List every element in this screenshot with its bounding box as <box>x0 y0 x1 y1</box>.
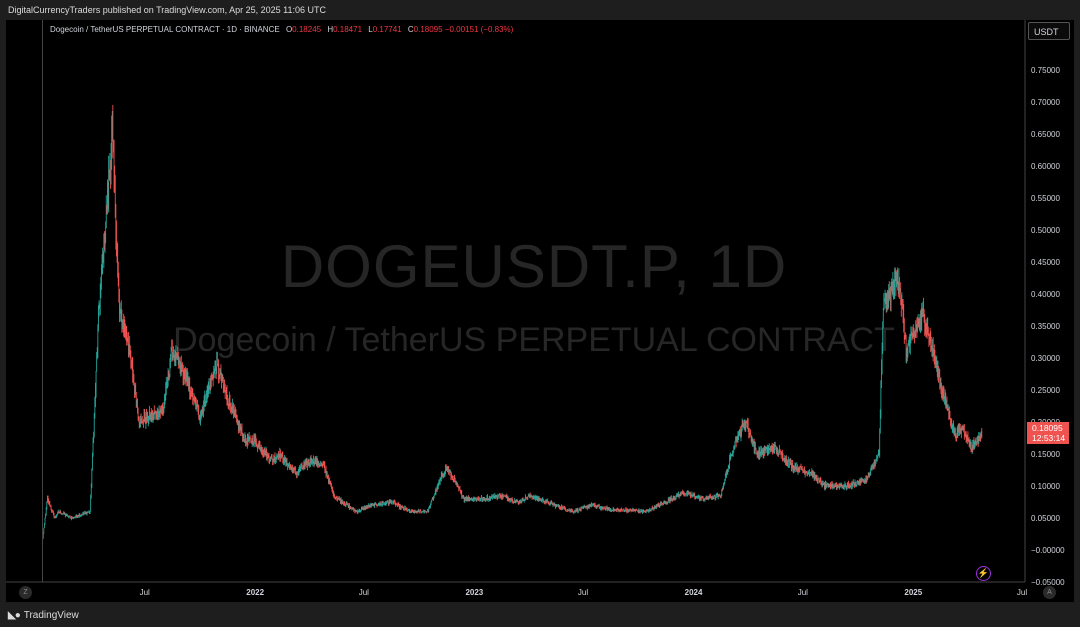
price-tick-label: 0.75000 <box>1031 66 1060 75</box>
price-tick-label: 0.65000 <box>1031 130 1060 139</box>
time-tick-label: Jul <box>359 588 369 597</box>
time-axis: Jul 2022 Jul 2023 Jul 2024 Jul 2025 Jul <box>140 588 1028 597</box>
price-tick-label: 0.70000 <box>1031 98 1060 107</box>
price-tick-label: −0.00000 <box>1031 546 1065 555</box>
price-tick-label: −0.05000 <box>1031 578 1065 587</box>
watermark-symbol: DOGEUSDT.P, 1D <box>280 233 788 300</box>
time-tick-label: Jul <box>798 588 808 597</box>
legend-high-label: H <box>327 25 334 34</box>
price-tick-label: 0.35000 <box>1031 322 1060 331</box>
last-price-value: 0.18095 <box>1032 423 1063 433</box>
watermark-description: Dogecoin / TetherUS PERPETUAL CONTRACT <box>173 321 895 359</box>
legend-change: −0.00151 (−0.83%) <box>444 25 514 34</box>
price-tick-label: 0.60000 <box>1031 162 1060 171</box>
legend-open-value: 0.18245 <box>292 25 322 34</box>
zoom-reset-button[interactable]: Z <box>19 586 32 599</box>
legend-low-value: 0.17741 <box>372 25 402 34</box>
time-tick-label: 2024 <box>685 588 703 597</box>
time-tick-label: 2023 <box>465 588 483 597</box>
tradingview-logo-icon: ◣● <box>8 610 21 621</box>
last-price-tag: 0.18095 12:53:14 <box>1027 422 1069 444</box>
price-tick-label: 0.05000 <box>1031 514 1060 523</box>
price-tick-label: 0.25000 <box>1031 386 1060 395</box>
time-tick-label: 2022 <box>246 588 264 597</box>
time-tick-label: Jul <box>140 588 150 597</box>
price-axis: −0.05000 −0.00000 0.05000 0.10000 0.15000 0.2… <box>1031 66 1065 587</box>
price-tick-label: 0.50000 <box>1031 226 1060 235</box>
tradingview-brand: TradingView <box>23 610 79 621</box>
currency-unit-button[interactable]: USDT <box>1028 22 1070 40</box>
candlestick-series <box>41 104 983 544</box>
legend-high-value: 0.18471 <box>333 25 363 34</box>
chart-panel[interactable] <box>6 20 1074 602</box>
legend-symbol: Dogecoin / TetherUS PERPETUAL CONTRACT ·… <box>50 25 280 34</box>
price-tick-label: 0.55000 <box>1031 194 1060 203</box>
publish-header: DigitalCurrencyTraders published on Trad… <box>0 0 1080 20</box>
legend-low-label: L <box>368 25 373 34</box>
price-tick-label: 0.40000 <box>1031 290 1060 299</box>
lightning-icon[interactable]: ⚡ <box>976 566 991 581</box>
bar-countdown: 12:53:14 <box>1032 433 1066 443</box>
time-tick-label: 2025 <box>904 588 922 597</box>
tradingview-logo: ◣● TradingView <box>8 610 79 621</box>
symbol-legend: Dogecoin / TetherUS PERPETUAL CONTRACT ·… <box>50 22 513 38</box>
legend-close-value: 0.18095 <box>413 25 443 34</box>
price-tick-label: 0.10000 <box>1031 482 1060 491</box>
time-tick-label: Jul <box>578 588 588 597</box>
price-tick-label: 0.30000 <box>1031 354 1060 363</box>
publish-info: DigitalCurrencyTraders published on Trad… <box>8 5 327 15</box>
price-tick-label: 0.15000 <box>1031 450 1060 459</box>
price-tick-label: 0.45000 <box>1031 258 1060 267</box>
auto-scale-button[interactable]: A <box>1043 586 1056 599</box>
legend-close-label: C <box>407 25 414 34</box>
legend-open-label: O <box>285 25 293 34</box>
footer: ◣● TradingView <box>0 603 1080 627</box>
time-tick-label: Jul <box>1017 588 1027 597</box>
